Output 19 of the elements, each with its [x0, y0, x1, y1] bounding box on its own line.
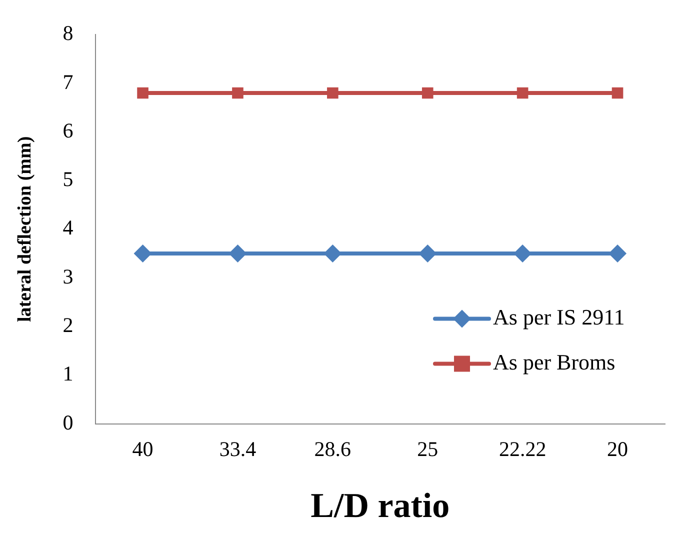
- y-tick-label: 7: [62, 70, 74, 94]
- x-axis-title: L/D ratio: [310, 486, 450, 526]
- x-tick-label: 40: [132, 436, 154, 461]
- x-tick-label: 20: [607, 436, 628, 461]
- y-tick-label: 4: [62, 216, 74, 240]
- y-tick-label: 2: [62, 313, 74, 338]
- legend-label: As per Broms: [493, 349, 616, 374]
- x-tick-label: 33.4: [219, 436, 257, 461]
- y-tick-label: 0: [62, 410, 74, 434]
- y-tick-label: 5: [62, 167, 74, 192]
- y-tick-label: 1: [62, 362, 74, 386]
- x-tick-label: 22.22: [498, 436, 546, 461]
- y-axis-title: lateral deflection (mm): [14, 136, 36, 322]
- y-tick-label: 6: [62, 118, 74, 142]
- x-tick-label: 28.6: [314, 436, 352, 461]
- y-tick-label: 8: [62, 21, 74, 46]
- y-tick-label: 3: [62, 264, 74, 288]
- legend-label: As per IS 2911: [493, 304, 625, 330]
- x-tick-label: 25: [417, 436, 438, 461]
